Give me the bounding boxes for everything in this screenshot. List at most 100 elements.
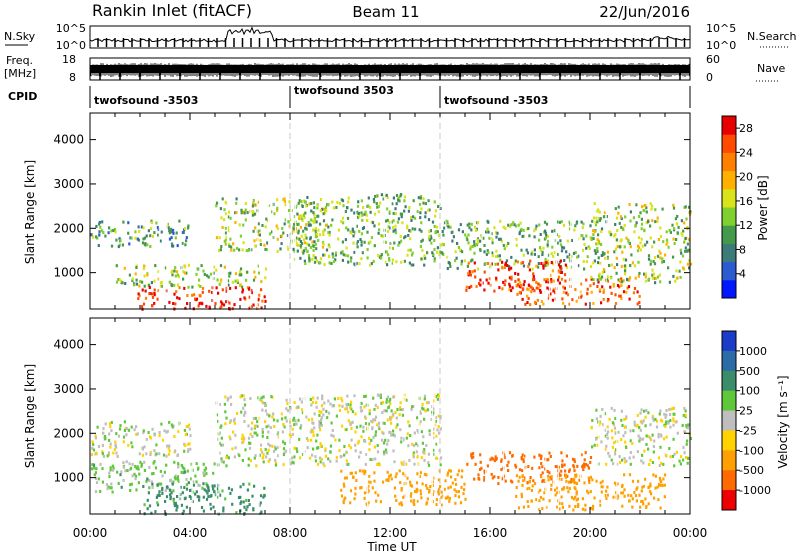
scatter-cell	[407, 420, 410, 424]
scatter-cell	[225, 416, 228, 420]
scatter-cell	[472, 455, 475, 459]
scatter-cell	[230, 402, 233, 406]
data-gap	[294, 113, 297, 309]
scatter-cell	[437, 425, 440, 428]
scatter-cell	[239, 495, 242, 499]
scatter-cell	[385, 451, 388, 455]
scatter-cell	[374, 194, 377, 198]
scatter-cell	[98, 230, 101, 234]
scatter-cell	[159, 239, 162, 243]
scatter-cell	[248, 306, 251, 310]
scatter-cell	[508, 267, 511, 271]
scatter-cell	[433, 239, 436, 242]
scatter-cell	[239, 395, 242, 399]
scatter-cell	[104, 422, 107, 426]
scatter-cell	[621, 250, 624, 254]
scatter-cell	[573, 469, 576, 473]
scatter-cell	[112, 466, 115, 470]
scatter-cell	[424, 409, 427, 413]
colorbar-tick-label: 500	[739, 365, 760, 378]
scatter-cell	[503, 456, 506, 460]
scatter-cell	[229, 216, 232, 220]
scatter-cell	[168, 280, 171, 284]
scatter-cell	[439, 414, 442, 418]
scatter-cell	[101, 480, 104, 484]
scatter-cell	[638, 439, 641, 443]
scatter-cell	[318, 413, 321, 417]
scatter-cell	[319, 257, 323, 261]
scatter-cell	[647, 254, 651, 258]
scatter-cell	[351, 230, 354, 233]
scatter-cell	[367, 196, 370, 200]
scatter-cell	[151, 304, 154, 307]
scatter-cell	[532, 275, 535, 278]
scatter-cell	[262, 453, 265, 457]
scatter-cell	[141, 288, 144, 292]
scatter-cell	[313, 240, 316, 244]
scatter-cell	[639, 211, 642, 215]
scatter-cell	[585, 246, 588, 250]
scatter-cell	[510, 277, 513, 281]
scatter-cell	[434, 214, 437, 218]
scatter-cell	[241, 248, 244, 252]
scatter-cell	[557, 278, 560, 282]
scatter-cell	[206, 484, 209, 488]
scatter-cell	[217, 419, 220, 423]
scatter-cell	[400, 239, 403, 243]
scatter-cell	[587, 245, 590, 249]
scatter-cell	[503, 266, 506, 269]
scatter-cell	[248, 295, 251, 299]
scatter-cell	[220, 278, 223, 282]
scatter-cell	[182, 509, 185, 513]
scatter-cell	[261, 408, 264, 412]
scatter-cell	[633, 230, 636, 234]
scatter-cell	[110, 429, 113, 433]
scatter-cell	[373, 471, 376, 475]
data-gap	[481, 113, 483, 309]
scatter-cell	[527, 264, 530, 268]
scatter-cell	[543, 278, 546, 282]
scatter-cell	[628, 276, 632, 280]
scatter-cell	[187, 442, 190, 446]
scatter-cell	[533, 455, 536, 459]
scatter-cell	[657, 238, 660, 241]
data-gap	[285, 113, 288, 309]
scatter-cell	[421, 441, 424, 445]
scatter-cell	[281, 430, 284, 434]
scatter-cell	[178, 286, 181, 290]
scatter-cell	[310, 428, 314, 432]
scatter-cell	[366, 230, 369, 234]
scatter-cell	[611, 421, 614, 425]
scatter-cell	[149, 453, 152, 456]
scatter-cell	[283, 425, 286, 429]
scatter-cell	[399, 401, 402, 405]
scatter-cell	[295, 204, 298, 208]
scatter-cell	[570, 495, 574, 499]
scatter-cell	[374, 418, 377, 422]
scatter-cell	[234, 272, 238, 276]
scatter-cell	[541, 480, 544, 483]
scatter-cell	[424, 215, 427, 219]
scatter-cell	[449, 469, 452, 473]
scatter-cell	[593, 249, 596, 253]
scatter-cell	[254, 244, 257, 248]
scatter-cell	[478, 282, 481, 285]
scatter-cell	[686, 262, 689, 266]
scatter-cell	[395, 194, 399, 197]
scatter-cell	[412, 444, 416, 448]
scatter-cell	[645, 221, 648, 224]
scatter-cell	[178, 219, 181, 223]
scatter-cell	[304, 246, 307, 250]
scatter-cell	[681, 424, 684, 427]
scatter-cell	[135, 266, 138, 269]
scatter-cell	[345, 459, 348, 463]
scatter-cell	[298, 237, 301, 241]
scatter-cell	[305, 227, 308, 231]
scatter-cell	[394, 212, 397, 216]
scatter-cell	[207, 486, 210, 490]
scatter-cell	[136, 432, 139, 436]
scatter-cell	[434, 416, 437, 420]
scatter-cell	[281, 227, 284, 230]
scatter-cell	[532, 479, 535, 483]
scatter-cell	[449, 485, 452, 489]
